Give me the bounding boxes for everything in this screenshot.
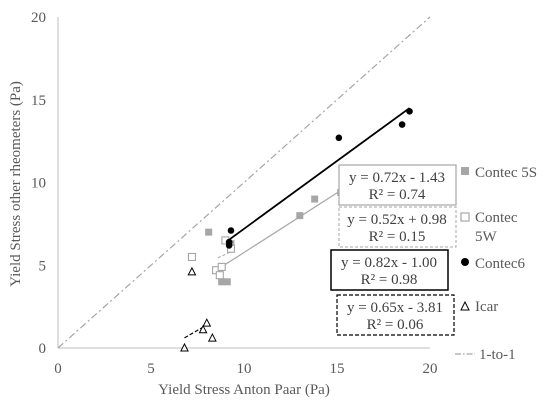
equation-icar: y = 0.65x - 3.81 <box>347 300 443 316</box>
r2-contec-5s: R² = 0.74 <box>369 187 426 203</box>
equation-box-icar: y = 0.65x - 3.81 R² = 0.06 <box>336 294 455 336</box>
legend-label-contec6: Contec6 <box>475 256 525 272</box>
x-tick-label: 10 <box>237 361 252 377</box>
data-point-contec-5s <box>223 278 231 286</box>
legend-label-1-to-1: 1-to-1 <box>479 347 516 363</box>
x-tick-labels: 0 5 10 15 20 <box>54 361 437 377</box>
data-point-contec-5w <box>215 271 224 280</box>
trendline-contec6 <box>228 107 411 241</box>
legend-label-icar: Icar <box>475 299 498 315</box>
data-point-icar <box>180 342 189 352</box>
equation-contec6: y = 0.82x - 1.00 <box>341 255 437 271</box>
y-tick-label: 15 <box>31 93 46 109</box>
x-tick-label: 20 <box>423 361 438 377</box>
trendline-contec-5s <box>221 190 342 268</box>
data-point-contec-5s <box>218 278 226 286</box>
data-point-contec6 <box>227 227 235 234</box>
legend-label-contec-5s: Contec 5S <box>475 165 537 181</box>
legend-marker-contec-5w <box>460 212 470 222</box>
equation-box-contec6: y = 0.82x - 1.00 R² = 0.98 <box>330 249 449 291</box>
data-point-contec-5w <box>217 262 226 271</box>
legend-label-contec-5w: Contec 5W <box>475 210 521 245</box>
data-point-contec6 <box>335 134 343 142</box>
y-tick-label: 10 <box>31 176 46 192</box>
data-point-icar <box>202 318 212 327</box>
equation-contec-5s: y = 0.72x - 1.43 <box>349 170 445 186</box>
x-tick-label: 5 <box>147 361 155 377</box>
data-point-icar <box>207 332 217 342</box>
y-tick-label: 0 <box>39 341 47 357</box>
data-points <box>180 108 413 352</box>
equation-contec-5w: y = 0.52x + 0.98 <box>347 212 446 228</box>
data-point-contec-5s <box>296 212 304 220</box>
y-tick-labels: 0 5 10 15 20 <box>31 10 46 357</box>
data-point-contec6 <box>398 121 406 128</box>
x-tick-label: 15 <box>330 361 345 377</box>
equation-box-contec-5w: y = 0.52x + 0.98 R² = 0.15 <box>338 206 457 248</box>
data-point-contec6 <box>225 238 233 246</box>
y-tick-label: 5 <box>39 258 47 274</box>
data-point-icar <box>198 324 208 334</box>
y-tick-label: 20 <box>31 10 46 26</box>
data-point-icar <box>187 266 197 276</box>
data-point-contec-5w <box>187 252 196 262</box>
x-axis-title: Yield Stress Anton Paar (Pa) <box>158 382 330 398</box>
legend: Contec 5S Contec 5W Contec6 Icar 1-to-1 <box>455 165 537 363</box>
equation-box-contec-5s: y = 0.72x - 1.43 R² = 0.74 <box>338 164 457 206</box>
legend-marker-contec-5s <box>461 167 469 175</box>
r2-icar: R² = 0.06 <box>367 317 424 333</box>
r2-contec6: R² = 0.98 <box>361 272 418 288</box>
data-point-contec-5s <box>205 228 213 236</box>
x-tick-label: 0 <box>54 361 62 377</box>
legend-marker-icar <box>460 300 470 311</box>
data-point-contec6 <box>406 108 413 115</box>
r2-contec-5w: R² = 0.15 <box>369 229 426 245</box>
data-point-contec-5s <box>311 195 319 203</box>
legend-marker-contec6 <box>461 258 469 266</box>
y-axis-title: Yield Stress other rheometers (Pa) <box>8 81 24 287</box>
